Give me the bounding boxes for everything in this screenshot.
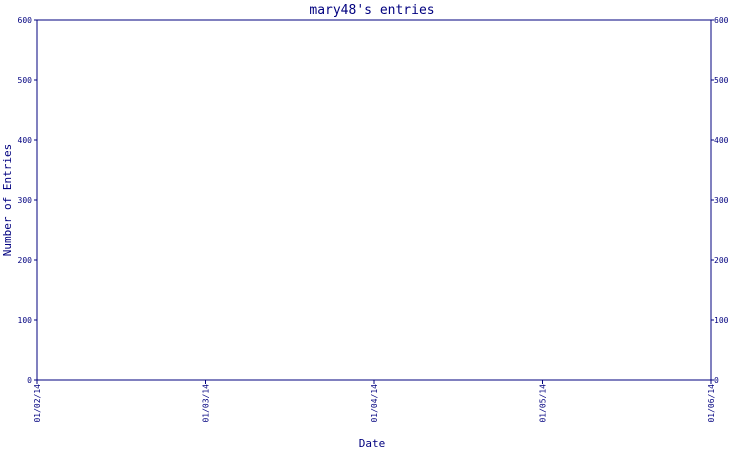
y-tick-label: 100: [18, 316, 33, 325]
x-tick-label: 01/03/14: [202, 384, 211, 423]
y-tick-label-right: 600: [714, 16, 729, 25]
y-tick-label-right: 500: [714, 76, 729, 85]
y-tick-label: 400: [18, 136, 33, 145]
chart-title: mary48's entries: [309, 3, 434, 18]
y-axis-label: Number of Entries: [1, 144, 14, 257]
y-tick-label-right: 300: [714, 196, 729, 205]
plot-frame: [36, 19, 712, 381]
y-tick-label: 300: [18, 196, 33, 205]
x-axis-label: Date: [359, 437, 386, 450]
y-tick-label: 500: [18, 76, 33, 85]
x-tick-label: 01/02/14: [33, 384, 42, 423]
y-tick-label-right: 100: [714, 316, 729, 325]
x-tick-label: 01/06/14: [707, 384, 716, 423]
y-tick-label-right: 400: [714, 136, 729, 145]
x-axis: 01/02/14 01/03/14 01/04/14 01/05/14 01/06/14: [33, 380, 716, 423]
y-tick-label-right: 200: [714, 256, 729, 265]
y-tick-label-right: 0: [714, 376, 719, 385]
y-tick-label: 0: [27, 376, 32, 385]
y-tick-label: 200: [18, 256, 33, 265]
y-axis-right: 0 100 200 300 400 500 600: [711, 16, 729, 385]
y-tick-label: 600: [18, 16, 33, 25]
y-axis-left: 0 100 200 300 400 500 600: [18, 16, 37, 385]
x-tick-label: 01/04/14: [370, 384, 379, 423]
x-tick-label: 01/05/14: [539, 384, 548, 423]
